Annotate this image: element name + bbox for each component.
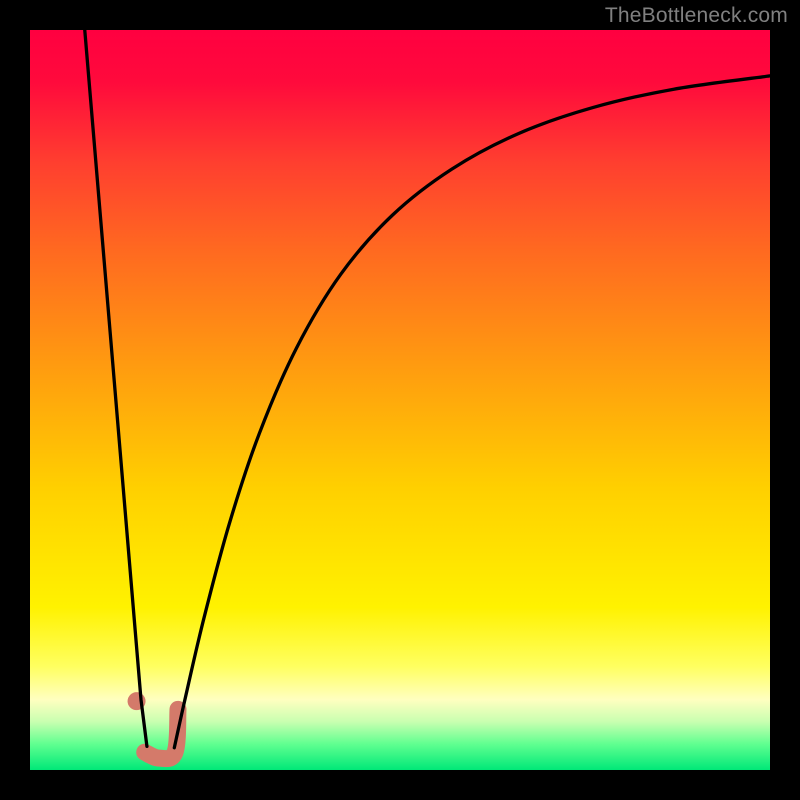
right-asymptotic-curve bbox=[174, 76, 770, 748]
curve-layer bbox=[30, 30, 770, 770]
left-descending-curve bbox=[85, 30, 147, 746]
valley-marker-hook bbox=[145, 709, 178, 758]
watermark-text: TheBottleneck.com bbox=[605, 4, 788, 28]
chart-stage: TheBottleneck.com bbox=[0, 0, 800, 800]
plot-area bbox=[30, 30, 770, 770]
